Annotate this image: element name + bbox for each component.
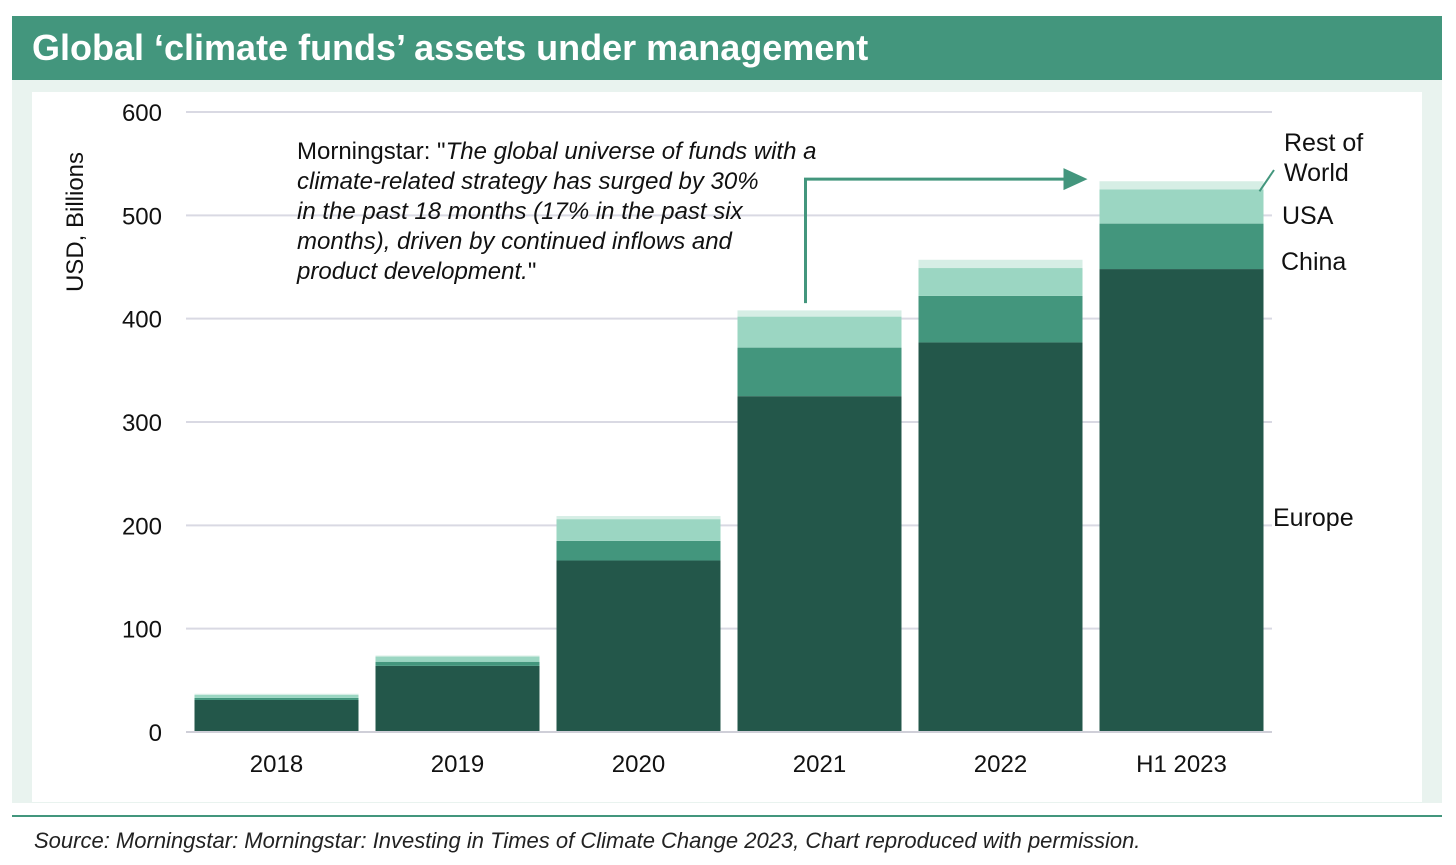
label-rest-of-world: Rest of World <box>1284 128 1363 188</box>
title-bar: Global ‘climate funds’ assets under mana… <box>12 16 1442 80</box>
y-tick-label: 300 <box>122 410 162 437</box>
y-tick-label: 600 <box>122 100 162 127</box>
label-rest-of-world-line-2: World <box>1284 159 1349 187</box>
bar-segment-europe <box>194 699 359 732</box>
annotation-line-1: The global universe of funds with a <box>445 138 817 165</box>
bar-segment-europe <box>1099 269 1264 732</box>
x-tick-label: 2020 <box>612 751 665 778</box>
bar-segment-usa <box>918 268 1083 296</box>
y-tick-label: 500 <box>122 203 162 230</box>
bar-segment-usa <box>556 519 721 541</box>
x-tick-label: 2021 <box>793 751 846 778</box>
bar-segment-china <box>1099 223 1264 270</box>
source-note: Source: Morningstar: Morningstar: Invest… <box>34 828 1141 853</box>
chart-title: Global ‘climate funds’ assets under mana… <box>32 27 869 68</box>
label-china: China <box>1281 248 1347 276</box>
annotation-line-2: climate-related strategy has surged by 3… <box>297 168 759 195</box>
annotation-line-3: in the past 18 months (17% in the past s… <box>297 198 743 225</box>
bar-segment-europe <box>375 665 540 732</box>
y-axis-label: USD, Billions <box>62 151 89 293</box>
y-tick-label: 400 <box>122 307 162 334</box>
x-tick-label: H1 2023 <box>1136 751 1227 778</box>
bar-segment-rest-of-world <box>375 655 540 657</box>
annotation-line-4: months), driven by continued inflows and <box>297 228 732 255</box>
label-europe: Europe <box>1273 504 1354 532</box>
bar-segment-europe <box>556 560 721 732</box>
annotation-arrow <box>804 177 1066 304</box>
label-rest-of-world-line-1: Rest of <box>1284 129 1364 157</box>
bar-segment-china <box>556 540 721 561</box>
bar-segment-china <box>375 661 540 666</box>
x-tick-label: 2019 <box>431 751 484 778</box>
label-usa: USA <box>1282 202 1334 230</box>
x-tick-label: 2022 <box>974 751 1027 778</box>
bar-segment-europe <box>737 396 902 732</box>
annotation-prefix: Morningstar: " <box>297 138 446 165</box>
morningstar-quote-annotation: Morningstar: "The global universe of fun… <box>297 137 897 287</box>
bar-segment-rest-of-world <box>737 310 902 317</box>
rest-of-world-leader-line <box>1258 169 1275 192</box>
annotation-suffix: " <box>527 258 537 285</box>
bar-segment-usa <box>737 316 902 348</box>
y-tick-label: 0 <box>149 720 162 747</box>
bar-segment-china <box>737 347 902 397</box>
bar-segment-china <box>194 697 359 700</box>
y-tick-label: 100 <box>122 617 162 644</box>
bar-segment-rest-of-world <box>918 259 1083 269</box>
bar-segment-rest-of-world <box>556 516 721 520</box>
bar-segment-usa <box>194 694 359 698</box>
footer-divider <box>12 815 1442 817</box>
bar-segment-europe <box>918 342 1083 732</box>
y-tick-label: 200 <box>122 513 162 540</box>
annotation-arrowhead <box>1063 168 1088 191</box>
bar-segment-usa <box>375 656 540 662</box>
bar-segment-rest-of-world <box>194 693 359 695</box>
bar-segment-china <box>918 295 1083 343</box>
x-tick-label: 2018 <box>250 751 303 778</box>
bar-segment-rest-of-world <box>1099 181 1264 190</box>
bar-segment-usa <box>1099 189 1264 224</box>
annotation-line-5: product development. <box>297 258 528 285</box>
